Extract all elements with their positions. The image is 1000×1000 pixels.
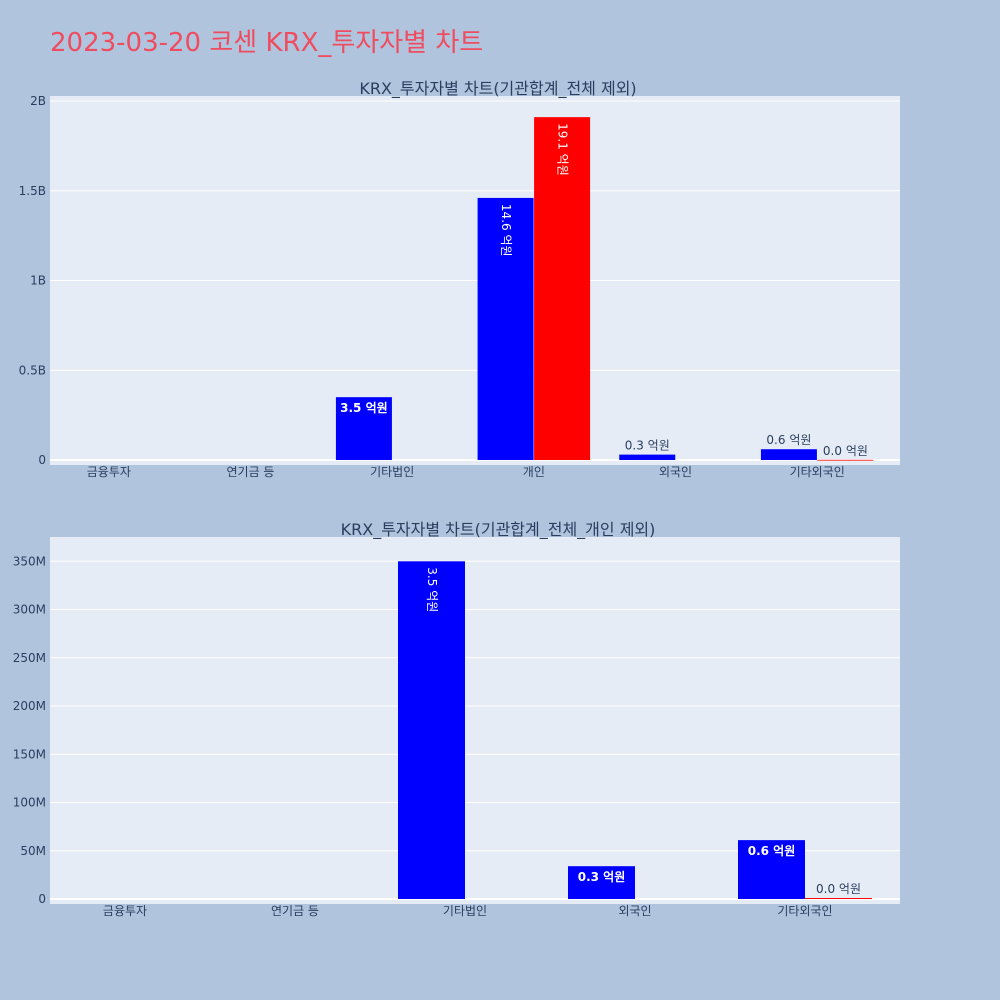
data-label: 0.6 억원	[748, 844, 796, 858]
data-label: 3.5 억원	[425, 567, 439, 612]
chart-excluding-individuals: 0 50M 100M 150M 200M 250M 300M 350M KRX_투자자별 차트(…	[13, 520, 900, 918]
data-label: 0.0 억원	[823, 444, 868, 458]
data-label: 0.6 억원	[766, 433, 811, 447]
bar-sell	[534, 117, 591, 460]
x-tick-label: 금융투자	[87, 465, 131, 479]
x-tick-label: 기타외국인	[790, 465, 845, 479]
data-label: 0.3 억원	[625, 439, 670, 453]
bar-sell	[805, 898, 872, 899]
bar-buy	[568, 866, 635, 899]
data-label: 14.6 억원	[499, 204, 513, 257]
bar-sell	[817, 459, 874, 461]
bar-buy	[738, 840, 805, 899]
data-label: 0.0 억원	[816, 882, 861, 896]
y-tick-label: 0	[38, 892, 46, 906]
chart-title: KRX_투자자별 차트(기관합계_전체_개인 제외)	[341, 520, 656, 540]
x-tick-label: 외국인	[618, 904, 651, 918]
y-tick-label: 200M	[13, 699, 46, 713]
x-tick-label: 외국인	[659, 465, 692, 479]
y-tick-label: 1.5B	[19, 184, 46, 198]
bar-buy	[398, 561, 465, 899]
bar-buy	[335, 397, 392, 460]
x-tick-label: 기타법인	[443, 904, 487, 918]
chart-all-investors: 0 0.5B 1B 1.5B 2B KRX_투자자별 차트(기관합계_전체 제외) 금융투자…	[19, 79, 900, 479]
chart-title: KRX_투자자별 차트(기관합계_전체 제외)	[359, 79, 636, 99]
y-tick-label: 1B	[30, 274, 46, 288]
y-tick-label: 2B	[30, 94, 46, 108]
y-tick-label: 0	[38, 453, 46, 467]
y-tick-label: 250M	[13, 651, 46, 665]
y-tick-label: 50M	[20, 844, 46, 858]
data-label: 19.1 억원	[556, 123, 570, 176]
y-tick-label: 0.5B	[19, 363, 46, 377]
y-tick-label: 100M	[13, 796, 46, 810]
x-tick-label: 연기금 등	[271, 904, 319, 918]
x-tick-label: 금융투자	[103, 904, 147, 918]
x-tick-label: 기타법인	[370, 465, 414, 479]
bar-buy	[619, 454, 676, 460]
data-label: 0.3 억원	[578, 870, 626, 884]
page-title: 2023-03-20 코센 KRX_투자자별 차트	[50, 28, 484, 58]
y-tick-label: 350M	[13, 554, 46, 568]
x-tick-label: 연기금 등	[227, 465, 275, 479]
x-tick-label: 기타외국인	[777, 904, 832, 918]
bar-buy	[760, 449, 817, 460]
x-tick-label: 개인	[523, 465, 545, 479]
data-label: 3.5 억원	[340, 401, 388, 415]
y-tick-label: 300M	[13, 603, 46, 617]
bar-buy	[477, 197, 534, 460]
y-tick-label: 150M	[13, 747, 46, 761]
